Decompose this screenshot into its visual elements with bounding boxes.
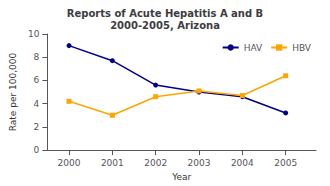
svg-text:2001: 2001 — [101, 158, 124, 168]
svg-text:HAV: HAV — [244, 43, 263, 53]
svg-text:2002: 2002 — [144, 158, 167, 168]
svg-text:6: 6 — [34, 75, 40, 85]
svg-text:Reports of Acute Hepatitis A a: Reports of Acute Hepatitis A and B — [67, 8, 263, 19]
svg-text:8: 8 — [34, 52, 40, 62]
svg-text:2004: 2004 — [231, 158, 254, 168]
svg-text:2003: 2003 — [188, 158, 211, 168]
svg-text:2000: 2000 — [58, 158, 81, 168]
svg-text:Rate per 100,000: Rate per 100,000 — [8, 53, 18, 132]
svg-text:2: 2 — [34, 122, 40, 132]
svg-text:10: 10 — [28, 29, 40, 39]
svg-text:2000-2005, Arizona: 2000-2005, Arizona — [110, 20, 220, 31]
svg-text:Year: Year — [171, 172, 191, 182]
svg-text:4: 4 — [34, 99, 40, 109]
svg-text:HBV: HBV — [292, 43, 312, 53]
svg-text:2005: 2005 — [274, 158, 297, 168]
svg-text:0: 0 — [34, 145, 40, 155]
